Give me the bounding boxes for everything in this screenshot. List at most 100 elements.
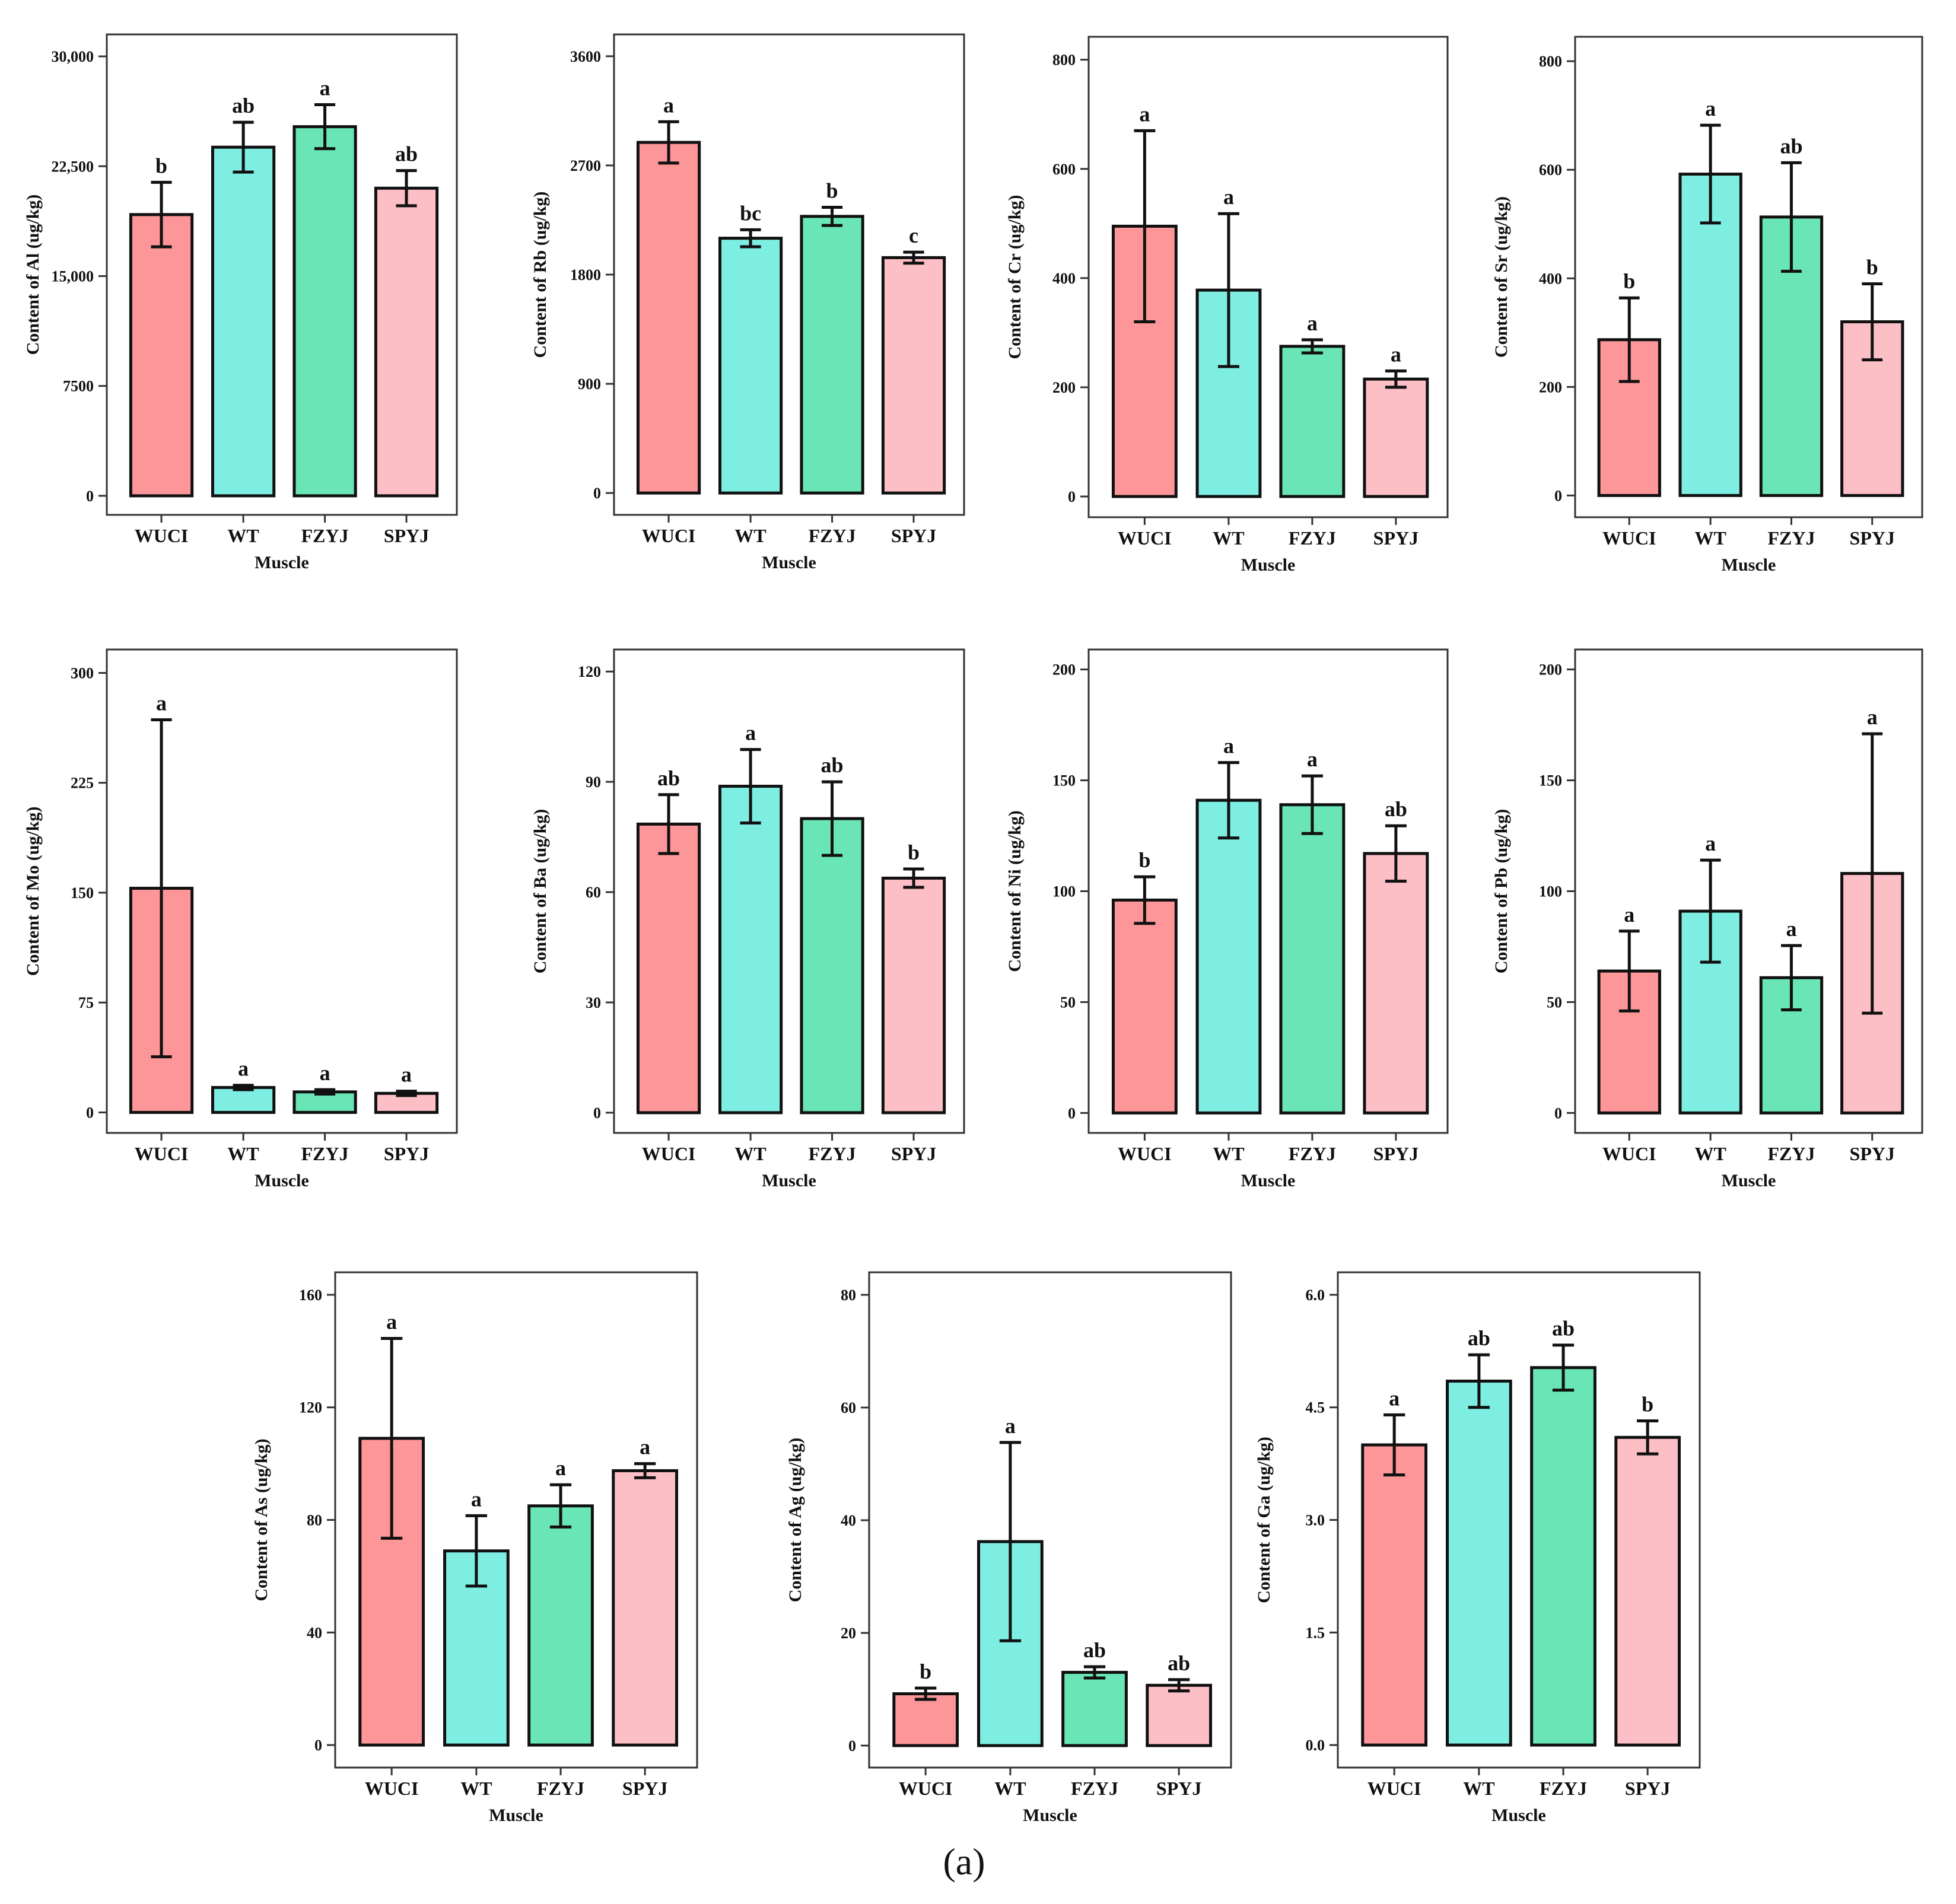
x-tick-label-FZYJ: FZYJ — [1767, 527, 1815, 549]
significance-label-FZYJ: ab — [1083, 1638, 1106, 1662]
y-tick-label: 2700 — [570, 157, 601, 174]
significance-label-FZYJ: a — [1307, 747, 1318, 771]
y-tick-label: 0.0 — [1306, 1737, 1325, 1754]
panel-label: (a) — [943, 1841, 985, 1883]
chart-Ni: 0 50 100 150 200 b WUCI a WT a FZYJ ab SPYJ Muscle Con… — [1005, 648, 1449, 1190]
y-tick-label: 400 — [1539, 270, 1562, 287]
x-axis-title: Muscle — [1241, 1171, 1296, 1190]
y-tick-label: 0 — [848, 1737, 856, 1755]
bar-SPYJ — [1614, 1435, 1681, 1747]
x-tick-label-SPYJ: SPYJ — [622, 1778, 667, 1799]
x-tick-label-WT: WT — [1213, 527, 1244, 549]
x-axis-title: Muscle — [762, 1171, 816, 1190]
x-tick-label-WUCI: WUCI — [1118, 527, 1172, 549]
bar-SPYJ — [1363, 852, 1429, 1115]
x-tick-label-WUCI: WUCI — [642, 525, 696, 546]
bar-FZYJ — [800, 215, 864, 495]
y-tick-label: 0 — [593, 1104, 601, 1122]
x-tick-label-SPYJ: SPYJ — [891, 525, 936, 546]
y-axis-title: Content of Cr (ug/kg) — [1005, 195, 1025, 359]
bar-SPYJ — [1146, 1683, 1213, 1747]
bar-WT — [211, 145, 276, 498]
y-tick-label: 22,500 — [52, 158, 94, 175]
y-axis-title: Content of Ba (ug/kg) — [530, 809, 550, 974]
x-tick-label-SPYJ: SPYJ — [384, 1143, 429, 1164]
x-tick-label-WT: WT — [1694, 527, 1726, 549]
bar-SPYJ — [881, 256, 946, 495]
chart-Ga: 0.0 1.5 3.0 4.5 6.0 a WUCI ab WT ab FZYJ b SPYJ Muscl… — [1254, 1271, 1701, 1825]
significance-label-SPYJ: b — [1642, 1393, 1653, 1416]
y-tick-label: 150 — [1052, 772, 1076, 789]
significance-label-SPYJ: ab — [1385, 797, 1407, 821]
significance-label-WUCI: b — [1623, 269, 1635, 293]
x-tick-label-FZYJ: FZYJ — [537, 1778, 584, 1799]
significance-label-FZYJ: a — [320, 77, 330, 100]
y-tick-label: 4.5 — [1306, 1399, 1325, 1416]
y-tick-label: 20 — [841, 1625, 856, 1642]
bar-WUCI — [1361, 1443, 1428, 1747]
bar-WUCI — [129, 213, 194, 498]
bar-FZYJ — [1279, 803, 1346, 1115]
y-axis-title: Content of As (ug/kg) — [252, 1438, 271, 1601]
significance-label-WUCI: b — [1138, 848, 1150, 872]
x-tick-label-SPYJ: SPYJ — [1850, 1143, 1895, 1164]
y-tick-label: 0 — [314, 1737, 322, 1754]
chart-Mo: 0 75 150 225 300 a WUCI a WT a FZYJ a SPYJ Muscle Cont… — [23, 648, 458, 1190]
y-tick-label: 0 — [86, 488, 94, 505]
x-tick-label-WT: WT — [460, 1778, 492, 1799]
y-tick-label: 7500 — [63, 378, 94, 395]
y-tick-label: 30 — [586, 994, 601, 1011]
significance-label-WT: ab — [1468, 1326, 1490, 1350]
x-tick-label-WT: WT — [994, 1778, 1026, 1799]
x-tick-label-WUCI: WUCI — [899, 1778, 953, 1799]
y-tick-label: 200 — [1052, 661, 1076, 679]
x-axis-title: Muscle — [489, 1806, 543, 1825]
y-tick-label: 60 — [586, 884, 601, 901]
x-tick-label-SPYJ: SPYJ — [1156, 1778, 1201, 1799]
plot-frame — [613, 648, 965, 1134]
y-tick-label: 225 — [71, 775, 94, 792]
significance-label-FZYJ: b — [826, 179, 838, 202]
bar-SPYJ — [881, 876, 946, 1115]
significance-label-WT: a — [1005, 1414, 1016, 1438]
y-tick-label: 80 — [841, 1287, 856, 1304]
x-tick-label-FZYJ: FZYJ — [809, 525, 856, 546]
charts-group: 0750015,00022,50030,000bWUCIabWTaFZYJabS… — [23, 33, 1923, 1825]
y-tick-label: 160 — [299, 1287, 322, 1304]
y-tick-label: 0 — [1068, 1104, 1076, 1122]
x-tick-label-WUCI: WUCI — [1602, 527, 1656, 549]
x-axis-title: Muscle — [1491, 1806, 1546, 1825]
x-axis-title: Muscle — [1023, 1806, 1077, 1825]
significance-label-SPYJ: ab — [395, 142, 418, 166]
significance-label-FZYJ: ab — [1780, 134, 1802, 158]
bar-WT — [718, 785, 783, 1115]
y-axis-title: Content of Rb (ug/kg) — [530, 192, 550, 358]
plot-frame — [1574, 36, 1923, 518]
x-tick-label-SPYJ: SPYJ — [1373, 1143, 1419, 1164]
x-tick-label-WT: WT — [227, 525, 259, 546]
chart-As: 0 40 80 120 160 a WUCI a WT a FZYJ a SPYJ Muscle Conte… — [252, 1271, 698, 1825]
significance-label-WT: a — [471, 1487, 482, 1511]
y-axis-title: Content of Ag (ug/kg) — [785, 1438, 805, 1603]
x-tick-label-WT: WT — [227, 1143, 259, 1164]
bar-SPYJ — [374, 186, 439, 498]
x-tick-label-SPYJ: SPYJ — [1625, 1778, 1670, 1799]
significance-label-FZYJ: ab — [821, 753, 844, 777]
bar-WUCI — [892, 1692, 959, 1747]
chart-Rb: 0 900 1800 2700 3600 a WUCI bc WT b FZYJ c SPYJ Muscl… — [530, 33, 965, 572]
bar-WUCI — [1111, 898, 1178, 1115]
plot-frame — [1087, 36, 1449, 518]
y-tick-label: 150 — [1539, 772, 1562, 789]
significance-label-SPYJ: b — [1866, 255, 1878, 279]
significance-label-WUCI: b — [920, 1660, 931, 1683]
y-tick-label: 3.0 — [1306, 1512, 1325, 1529]
significance-label-FZYJ: a — [320, 1061, 330, 1085]
y-tick-label: 40 — [841, 1512, 856, 1529]
y-tick-label: 15,000 — [52, 268, 94, 285]
bar-WUCI — [636, 822, 701, 1115]
bar-FZYJ — [527, 1504, 594, 1747]
significance-label-SPYJ: a — [1391, 342, 1401, 366]
y-tick-label: 40 — [307, 1624, 322, 1641]
significance-label-SPYJ: a — [640, 1435, 650, 1459]
y-axis-title: Content of Ga (ug/kg) — [1254, 1437, 1274, 1603]
